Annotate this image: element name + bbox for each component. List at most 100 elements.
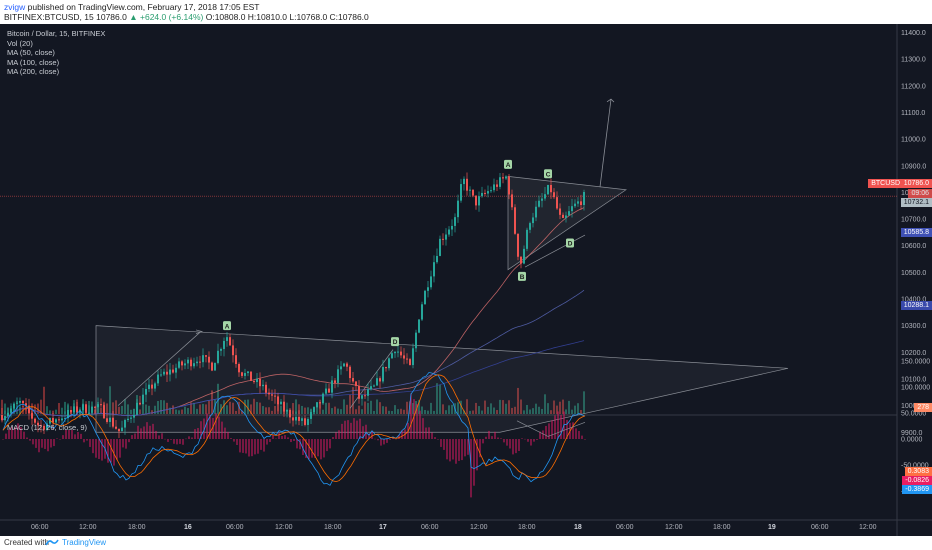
candle-body [109, 417, 111, 422]
macd-hist-bar [521, 438, 523, 439]
macd-hist-bar [95, 439, 97, 458]
macd-hist-bar [320, 439, 322, 460]
volume-bar [358, 405, 360, 414]
candle-body [58, 419, 60, 421]
candle-body [493, 184, 495, 191]
macd-hist-bar [65, 429, 67, 439]
candle-body [301, 418, 303, 421]
candle-body [310, 412, 312, 419]
candle-body [406, 358, 408, 360]
tradingview-logo-icon[interactable] [45, 538, 59, 547]
candle-body [142, 394, 144, 405]
volume-bar [145, 404, 147, 414]
candle-body [487, 191, 489, 194]
macd-hist-bar [110, 439, 112, 463]
point-marker-label: B [520, 274, 525, 281]
macd-hist-bar [185, 438, 187, 440]
time-axis-label: 06:00 [31, 524, 49, 531]
macd-hist-bar [140, 428, 142, 439]
macd-hist-bar [89, 439, 91, 447]
macd-hist-bar [278, 432, 280, 439]
chart-area[interactable]: 11400.0 11300.0 11200.0 11100.0 11000.0 10900… [0, 24, 932, 536]
volume-bar [34, 404, 36, 414]
macd-hist-bar [239, 439, 241, 453]
macd-hist-bar [266, 439, 268, 445]
volume-bar [568, 400, 570, 414]
candle-body [574, 203, 576, 207]
macd-hist-bar [221, 421, 223, 439]
macd-hist-bar [98, 439, 100, 459]
volume-bar [388, 410, 390, 414]
legend-ma100[interactable]: MA (100, close) [7, 57, 60, 67]
volume-bar [430, 402, 432, 414]
volume-bar [61, 407, 63, 414]
candle-body [91, 406, 93, 413]
volume-bar [496, 410, 498, 414]
volume-bar [493, 407, 495, 414]
candle-body [559, 208, 561, 215]
legend-vol[interactable]: Vol (20) [7, 38, 33, 48]
volume-bar [187, 408, 189, 414]
pattern-leg-line [524, 234, 586, 268]
volume-bar [508, 400, 510, 414]
legend-ma200[interactable]: MA (200, close) [7, 67, 60, 76]
volume-bar [550, 410, 552, 414]
volume-bar [307, 407, 309, 414]
macd-hist-bar [215, 413, 217, 439]
price-axis-label: 10200.0 [901, 350, 926, 357]
candle-body [265, 384, 267, 393]
macd-hist-bar [305, 439, 307, 458]
macd-hist-bar [422, 418, 424, 439]
candle-body [577, 201, 579, 204]
macd-hist-bar [8, 429, 10, 439]
volume-bar [178, 410, 180, 414]
candle-body [25, 403, 27, 406]
volume-bar [505, 403, 507, 414]
candle-body [379, 378, 381, 382]
volume-bar [148, 405, 150, 414]
macd-hist-bar [248, 439, 250, 457]
volume-bar [46, 406, 48, 414]
volume-bar [109, 386, 111, 414]
macd-hist-bar [386, 439, 388, 443]
candle-body [409, 359, 411, 366]
volume-bar [106, 403, 108, 414]
macd-hist-bar [365, 424, 367, 439]
macd-hist-bar [113, 439, 115, 466]
candle-body [166, 371, 168, 375]
macd-hist-bar [434, 437, 436, 439]
macd-hist-bar [107, 439, 109, 463]
macd-hist-bar [398, 435, 400, 439]
volume-bar [427, 410, 429, 414]
author-link[interactable]: zvigw [4, 2, 26, 12]
volume-bar [271, 410, 273, 414]
created-with: Created with [4, 538, 49, 547]
macd-hist-tag: 0.3083 [904, 467, 932, 476]
volume-bar [391, 410, 393, 414]
macd-hist-bar [437, 439, 439, 440]
volume-bar [49, 410, 51, 414]
tradingview-brand-link[interactable]: TradingView [62, 538, 107, 547]
macd-hist-bar [14, 427, 16, 439]
legend-ma50[interactable]: MA (50, close) [7, 48, 55, 57]
volume-bar [481, 410, 483, 414]
macd-axis-label: 50.0000 [901, 411, 926, 418]
macd-hist-bar [20, 427, 22, 439]
macd-hist-bar [440, 439, 442, 447]
volume-bar [223, 400, 225, 414]
volume-bar [40, 399, 42, 414]
candle-body [397, 351, 399, 353]
volume-bar [265, 407, 267, 414]
macd-hist-bar [32, 439, 34, 445]
candle-body [373, 385, 375, 387]
volume-bar [346, 404, 348, 414]
macd-legend[interactable]: MACD (12, 26, close, 9) [7, 423, 88, 432]
candle-body [28, 405, 30, 413]
volume-bar [184, 406, 186, 414]
ohlc-values: O:10808.0 H:10810.0 L:10768.0 C:10786.0 [205, 12, 369, 22]
chart-canvas[interactable]: 11400.0 11300.0 11200.0 11100.0 11000.0 10900… [0, 24, 932, 536]
candle-body [382, 367, 384, 382]
volume-bar [37, 403, 39, 414]
macd-hist-bar [218, 416, 220, 439]
macd-hist-bar [584, 439, 586, 440]
